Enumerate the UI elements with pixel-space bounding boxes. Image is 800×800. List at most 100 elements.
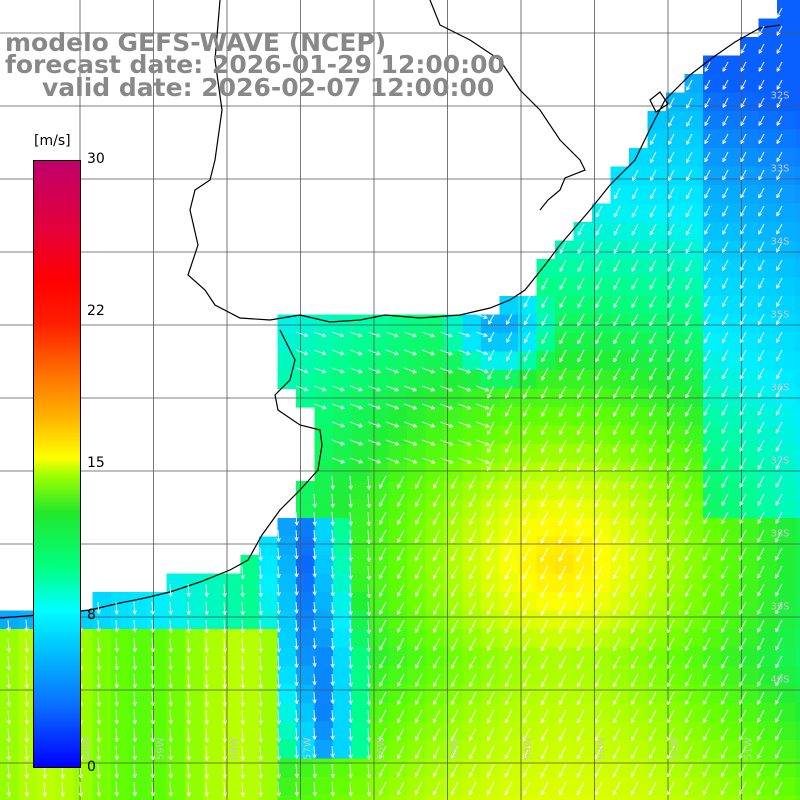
wind-vector xyxy=(667,655,675,669)
wind-vector xyxy=(150,619,155,633)
wind-speed-cell xyxy=(240,795,260,800)
wind-speed-cell xyxy=(573,222,593,242)
wind-speed-cell xyxy=(777,111,797,131)
wind-vector xyxy=(758,79,765,90)
wind-speed-cell xyxy=(536,795,556,800)
wind-vector xyxy=(204,745,209,761)
wind-speed-cell xyxy=(777,74,797,94)
wind-speed-cell xyxy=(610,703,630,723)
wind-speed-cell xyxy=(351,629,371,649)
wind-vector xyxy=(649,187,657,200)
wind-vector xyxy=(276,709,281,725)
wind-vector xyxy=(666,511,675,525)
wind-vector xyxy=(558,511,567,526)
wind-speed-cell xyxy=(240,573,260,593)
wind-vector xyxy=(758,43,765,54)
wind-speed-cell xyxy=(277,314,297,334)
wind-speed-cell xyxy=(296,555,316,575)
wind-vector xyxy=(559,277,567,290)
wind-vector xyxy=(294,619,299,632)
wind-speed-cell xyxy=(758,314,778,334)
wind-speed-cell xyxy=(777,185,797,205)
wind-speed-cell xyxy=(777,92,797,112)
wind-vector xyxy=(613,385,621,399)
wind-speed-cell xyxy=(518,610,538,630)
wind-vector xyxy=(168,763,173,779)
wind-vector xyxy=(403,457,418,464)
wind-vector xyxy=(612,457,621,471)
wind-vector xyxy=(649,367,657,381)
wind-speed-cell xyxy=(758,777,778,797)
wind-vector xyxy=(331,403,345,410)
wind-vector xyxy=(667,169,675,182)
wind-vector xyxy=(415,547,423,561)
wind-vector xyxy=(684,565,693,579)
wind-speed-cell xyxy=(573,314,593,334)
wind-vector xyxy=(576,475,585,490)
colorbar-unit: [m/s] xyxy=(34,133,71,149)
wind-vector xyxy=(613,367,621,381)
wind-vector xyxy=(397,529,405,543)
wind-speed-cell xyxy=(610,462,630,482)
wind-vector xyxy=(776,295,783,307)
wind-vector xyxy=(685,295,693,308)
wind-vector xyxy=(468,673,477,687)
wind-vector xyxy=(276,529,281,542)
wind-vector xyxy=(612,763,621,778)
wind-vector xyxy=(366,529,371,545)
wind-speed-cell xyxy=(518,666,538,686)
wind-speed-cell xyxy=(684,351,704,371)
wind-speed-cell xyxy=(740,92,760,112)
wind-vector xyxy=(330,709,335,722)
wind-speed-cell xyxy=(388,573,408,593)
wind-vector xyxy=(558,601,567,616)
wind-speed-cell xyxy=(684,721,704,741)
wind-vector xyxy=(595,223,603,236)
wind-vector xyxy=(775,583,783,597)
wind-vector xyxy=(740,187,747,199)
wind-vector xyxy=(6,691,11,707)
wind-vector xyxy=(114,763,119,779)
wind-vector xyxy=(703,421,711,434)
wind-speed-cell xyxy=(777,777,797,797)
wind-vector xyxy=(668,97,675,109)
wind-speed-cell xyxy=(370,481,390,501)
wind-vector xyxy=(594,655,603,670)
wind-vector xyxy=(739,421,747,434)
wind-vector xyxy=(522,493,531,508)
wind-vector xyxy=(367,439,382,446)
wind-speed-cell xyxy=(407,462,427,482)
wind-vector xyxy=(540,529,549,544)
wind-speed-cell xyxy=(610,166,630,186)
wind-speed-cell xyxy=(129,610,149,630)
wind-vector xyxy=(757,709,765,723)
wind-vector xyxy=(666,601,675,616)
wind-vector xyxy=(758,97,765,108)
wind-speed-cell xyxy=(703,721,723,741)
wind-speed-cell xyxy=(610,721,630,741)
wind-speed-cell xyxy=(388,610,408,630)
wind-speed-cell xyxy=(536,666,556,686)
wind-speed-cell xyxy=(684,203,704,223)
wind-speed-cell xyxy=(407,444,427,464)
wind-vector xyxy=(330,547,335,561)
wind-speed-cell xyxy=(296,518,316,538)
wind-speed-cell xyxy=(758,703,778,723)
wind-vector xyxy=(721,493,729,506)
wind-speed-cell xyxy=(0,666,20,686)
wind-speed-cell xyxy=(481,425,501,445)
wind-speed-cell xyxy=(277,370,297,390)
wind-speed-cell xyxy=(18,684,38,704)
wind-vector xyxy=(721,745,729,759)
wind-vector xyxy=(276,691,281,707)
wind-vector xyxy=(486,583,495,598)
wind-vector xyxy=(523,403,531,417)
wind-speed-cell xyxy=(481,721,501,741)
wind-speed-cell xyxy=(740,647,760,667)
wind-vector xyxy=(312,763,317,779)
wind-speed-cell xyxy=(684,407,704,427)
wind-speed-cell xyxy=(610,222,630,242)
wind-speed-cell xyxy=(684,277,704,297)
wind-vector xyxy=(294,781,299,797)
wind-speed-cell xyxy=(499,610,519,630)
